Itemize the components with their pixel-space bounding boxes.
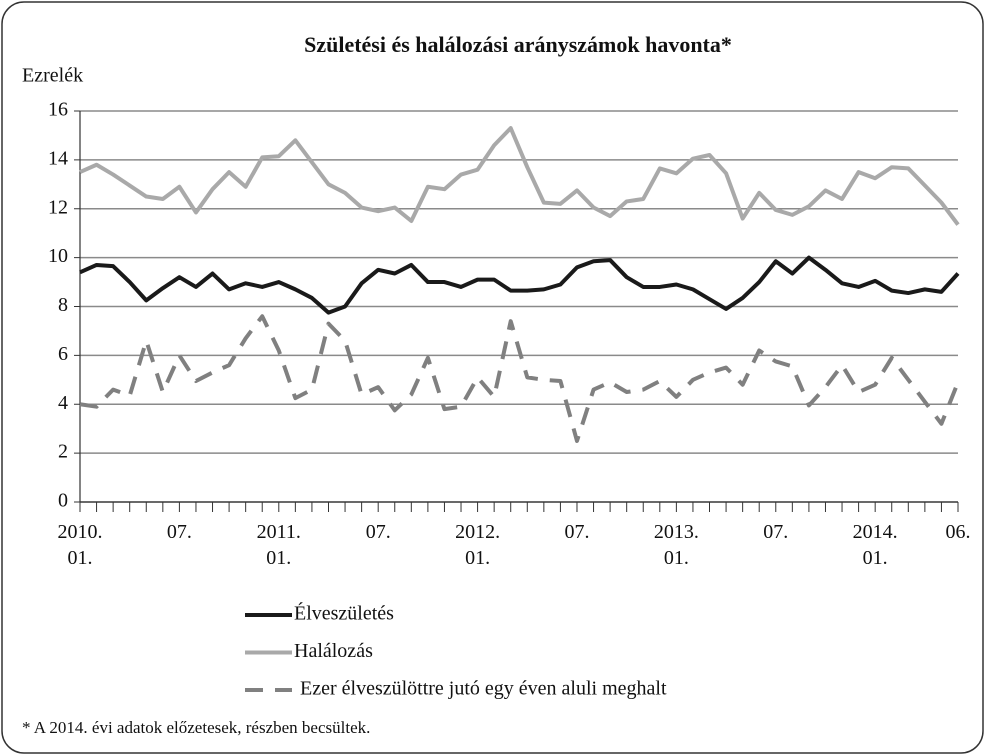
y-axis-label: Ezrelék xyxy=(22,65,83,87)
x-tick-label: 2012. 01. xyxy=(455,521,501,569)
legend-label: Élveszületés xyxy=(294,602,394,625)
x-tick-label: 07. xyxy=(763,521,789,543)
y-tick-label: 0 xyxy=(58,490,68,512)
legend-label: Ezer élveszülöttre jutó egy éven aluli m… xyxy=(300,678,667,700)
x-tick-label: 07. xyxy=(564,521,590,543)
series-line xyxy=(79,255,960,315)
y-tick-label: 8 xyxy=(58,294,68,316)
series-line xyxy=(79,126,960,226)
y-tick-label: 4 xyxy=(58,392,68,414)
x-tick-label: 07. xyxy=(166,521,192,543)
x-tick-label: 2013. 01. xyxy=(653,521,699,569)
x-tick-label: 06. xyxy=(945,521,971,543)
y-tick-label: 6 xyxy=(58,343,68,365)
x-tick-label: 2014. 01. xyxy=(852,521,898,569)
x-tick-label: 2011. 01. xyxy=(256,521,301,569)
x-tick-label: 2010. 01. xyxy=(57,521,103,569)
x-tick-label: 07. xyxy=(365,521,391,543)
footnote: * A 2014. évi adatok előzetesek, részben… xyxy=(22,718,370,737)
y-tick-label: 16 xyxy=(48,99,68,121)
series-line xyxy=(79,314,960,443)
legend-label: Halálozás xyxy=(294,640,373,662)
y-tick-label: 2 xyxy=(58,441,68,463)
y-tick-label: 12 xyxy=(48,196,68,218)
chart-title: Születési és halálozási arányszámok havo… xyxy=(304,32,732,57)
y-tick-label: 10 xyxy=(48,245,68,267)
y-tick-label: 14 xyxy=(48,147,68,169)
